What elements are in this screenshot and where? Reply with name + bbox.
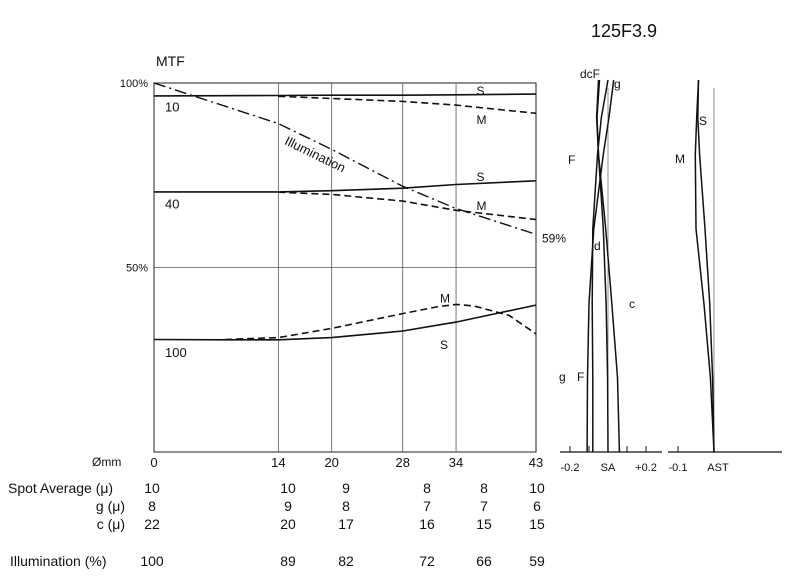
mtf-line-40-M — [278, 191, 537, 221]
table-cell: 9 — [342, 480, 350, 496]
table-cell: 59 — [529, 553, 545, 569]
table-row-label: c (μ) — [97, 516, 125, 532]
x-tick-label: 28 — [396, 455, 410, 470]
sa-tick-label: SA — [601, 462, 616, 474]
table-cell: 66 — [476, 553, 492, 569]
table-cell: 10 — [144, 480, 160, 496]
ast-tick-label: -0.1 — [669, 462, 688, 474]
sa-curve-label: dcF — [580, 67, 600, 81]
curve-label: M — [476, 113, 486, 127]
mtf-line-100-S — [153, 304, 537, 341]
table-row-label: Spot Average (μ) — [8, 480, 113, 496]
sa-curve-g — [586, 79, 615, 453]
sa-curve-label: F — [568, 153, 575, 167]
illumination-line — [153, 82, 537, 235]
y-tick-label: 100% — [120, 78, 148, 90]
sa-curve-label: d — [594, 239, 601, 253]
chart-title: 125F3.9 — [591, 21, 657, 41]
ast-curve-S — [697, 79, 715, 453]
curve-label: S — [476, 84, 484, 98]
curve-label: M — [440, 291, 450, 305]
curve-label: S — [440, 338, 448, 352]
table-cell: 8 — [480, 480, 488, 496]
ast-plot: -0.1 AST S M — [668, 79, 782, 474]
sa-curve-label: c — [629, 297, 635, 311]
data-table: Spot Average (μ) 10 10 9 8 8 10g (μ) 8 9 8 7 7 6c (μ… — [8, 480, 545, 569]
x-axis-label: Ømm — [92, 455, 121, 469]
frequency-label: 10 — [165, 99, 179, 114]
table-cell: 89 — [280, 553, 296, 569]
sa-curve-F — [591, 79, 609, 452]
mtf-plot: 100% 50% 0 14 20 28 34 43 Ømm Illumination 59% 10 40… — [92, 78, 566, 470]
curve-label: M — [476, 199, 486, 213]
table-cell: 22 — [144, 516, 160, 532]
ast-curve-M — [694, 79, 715, 453]
mtf-line-100-M — [225, 303, 537, 341]
table-cell: 15 — [529, 516, 545, 532]
x-tick-label: 0 — [150, 455, 157, 470]
mtf-line-40-S — [154, 180, 537, 193]
mtf-line-10-M — [278, 95, 537, 115]
x-tick-label: 34 — [449, 455, 463, 470]
table-cell: 7 — [423, 498, 431, 514]
table-cell: 8 — [148, 498, 156, 514]
table-cell: 82 — [338, 553, 354, 569]
table-cell: 6 — [533, 498, 541, 514]
sa-curve-label: g — [559, 370, 566, 384]
table-cell: 10 — [280, 480, 296, 496]
table-cell: 17 — [338, 516, 354, 532]
x-tick-label: 14 — [271, 455, 285, 470]
x-tick-label: 43 — [529, 455, 543, 470]
table-cell: 72 — [419, 553, 435, 569]
mtf-label: MTF — [156, 53, 185, 69]
sa-curve-label: g — [614, 77, 621, 91]
mtf-line-10-S — [153, 93, 537, 97]
y-tick-label: 50% — [126, 263, 148, 275]
table-cell: 20 — [280, 516, 296, 532]
table-cell: 15 — [476, 516, 492, 532]
table-cell: 8 — [342, 498, 350, 514]
x-tick-label: 20 — [324, 455, 338, 470]
frequency-label: 40 — [165, 197, 179, 212]
illumination-end-label: 59% — [542, 231, 566, 245]
sa-curve-c — [596, 79, 621, 453]
table-cell: 9 — [284, 498, 292, 514]
table-cell: 100 — [140, 553, 164, 569]
sa-tick-label: -0.2 — [561, 462, 580, 474]
sa-curve-label: F — [577, 370, 584, 384]
ast-tick-label: AST — [707, 462, 729, 474]
ast-curve-label: S — [699, 114, 707, 128]
table-cell: 8 — [423, 480, 431, 496]
table-cell: 16 — [419, 516, 435, 532]
table-row-label: Illumination (%) — [10, 553, 106, 569]
curve-label: S — [476, 170, 484, 184]
ast-curve-label: M — [675, 152, 685, 166]
table-cell: 10 — [529, 480, 545, 496]
table-cell: 7 — [480, 498, 488, 514]
sa-tick-label: +0.2 — [635, 462, 657, 474]
illumination-label: Illumination — [282, 133, 348, 175]
table-row-label: g (μ) — [96, 498, 125, 514]
frequency-label: 100 — [165, 345, 187, 360]
